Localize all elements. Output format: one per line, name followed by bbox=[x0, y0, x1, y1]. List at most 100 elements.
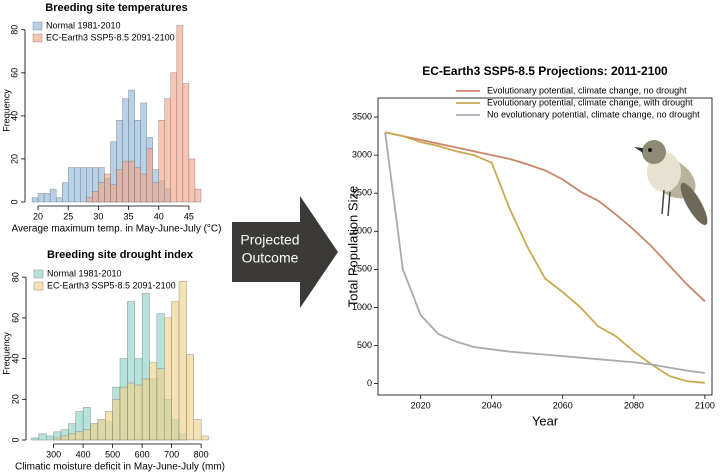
histogram-bar bbox=[146, 147, 153, 203]
series-line bbox=[384, 132, 706, 374]
histogram-bar bbox=[119, 386, 128, 441]
x-tick-label: 2080 bbox=[624, 400, 644, 410]
histogram-bar bbox=[49, 188, 57, 203]
y-tick-label: 2500 bbox=[352, 188, 372, 198]
histogram-bar bbox=[122, 160, 129, 203]
x-tick-label: 35 bbox=[124, 211, 134, 221]
x-tick-label: 30 bbox=[93, 211, 103, 221]
x-tick-label: 300 bbox=[46, 449, 61, 459]
histogram-bar bbox=[75, 431, 84, 441]
legend-label: EC-Earth3 SSP5-8.5 2091-2100 bbox=[46, 32, 175, 42]
x-tick-label: 800 bbox=[194, 449, 209, 459]
histogram-bar bbox=[46, 435, 54, 441]
histogram-bar bbox=[60, 435, 69, 441]
histogram-bar bbox=[38, 433, 47, 441]
histogram-bar bbox=[110, 184, 117, 203]
histogram-bar bbox=[170, 72, 178, 203]
x-axis-label: Year bbox=[532, 413, 559, 428]
histogram-bar bbox=[31, 197, 39, 203]
histogram-bar bbox=[97, 419, 106, 441]
y-axis-label: Total Population Size bbox=[345, 186, 360, 307]
x-tick-label: 20 bbox=[33, 211, 43, 221]
y-tick-label: 3500 bbox=[352, 111, 372, 121]
histogram-bar bbox=[86, 197, 93, 203]
legend-swatch bbox=[33, 281, 44, 291]
histogram-bar bbox=[186, 354, 194, 441]
histogram-bar bbox=[92, 191, 99, 203]
legend-label: Normal 1981-2010 bbox=[46, 20, 121, 30]
histogram-bar bbox=[82, 429, 91, 441]
histogram-bar bbox=[149, 362, 158, 441]
histogram-bar bbox=[164, 98, 172, 203]
histogram-bar bbox=[31, 437, 40, 441]
histogram-bar bbox=[164, 317, 172, 441]
x-tick-label: 2020 bbox=[411, 400, 431, 410]
histogram-bar bbox=[61, 182, 69, 203]
histogram-bar bbox=[74, 167, 81, 203]
y-tick-label: 0 bbox=[9, 199, 19, 204]
histogram-bar bbox=[178, 281, 187, 441]
histogram-bar bbox=[104, 173, 111, 203]
histogram-bar bbox=[182, 83, 190, 203]
x-tick-label: 400 bbox=[76, 449, 91, 459]
histogram-bar bbox=[194, 188, 202, 203]
y-tick-label: 80 bbox=[10, 272, 20, 282]
histogram-bar bbox=[55, 197, 63, 203]
histogram-bar bbox=[68, 433, 76, 441]
histogram-bar bbox=[152, 182, 159, 203]
histogram-bar bbox=[171, 301, 180, 441]
histogram-bar bbox=[112, 399, 121, 441]
histogram-bar bbox=[200, 435, 209, 441]
x-axis-label: Climatic moisture deficit in May-June-Ju… bbox=[15, 462, 225, 473]
x-tick-label: 600 bbox=[135, 449, 150, 459]
y-tick-label: 60 bbox=[9, 68, 19, 78]
histogram-bar bbox=[53, 437, 62, 441]
y-tick-label: 20 bbox=[9, 154, 19, 164]
y-tick-label: 40 bbox=[10, 354, 20, 364]
x-axis-label: Average maximum temp. in May-June-July (… bbox=[12, 224, 222, 235]
y-tick-label: 60 bbox=[10, 313, 20, 323]
legend-swatch bbox=[33, 269, 44, 279]
legend-swatch bbox=[32, 33, 43, 43]
legend-label: No evolutionary potential, climate chang… bbox=[487, 109, 700, 119]
histogram-bar bbox=[80, 167, 87, 203]
histogram-bar bbox=[43, 193, 51, 203]
y-tick-label: 20 bbox=[10, 394, 20, 404]
histogram-bar bbox=[134, 384, 143, 441]
histogram-bar bbox=[188, 158, 196, 203]
y-axis-label: Frequency bbox=[1, 332, 11, 375]
x-tick-label: 500 bbox=[105, 449, 120, 459]
x-tick-label: 40 bbox=[154, 211, 164, 221]
histogram-bar bbox=[128, 160, 135, 203]
histogram-bar bbox=[90, 423, 99, 441]
histogram-bar bbox=[37, 193, 45, 203]
histogram-bar bbox=[86, 167, 93, 203]
x-tick-label: 2100 bbox=[695, 400, 715, 410]
legend-label: Evolutionary potential, climate change, … bbox=[487, 97, 693, 107]
histogram-bar bbox=[127, 382, 135, 441]
x-tick-label: 2060 bbox=[553, 400, 573, 410]
chart-title: Breeding site drought index bbox=[47, 249, 194, 261]
y-tick-label: 500 bbox=[357, 340, 372, 350]
arrow bbox=[232, 196, 338, 308]
bird-illustration bbox=[634, 140, 708, 226]
histogram-bar bbox=[176, 25, 184, 203]
legend-swatch bbox=[32, 21, 43, 31]
y-tick-label: 3000 bbox=[352, 149, 372, 159]
histogram-bar bbox=[98, 182, 105, 203]
legend-label: EC-Earth3 SSP5-8.5 2091-2100 bbox=[47, 280, 176, 290]
legend-label: Normal 1981-2010 bbox=[47, 268, 122, 278]
histogram-bar bbox=[193, 419, 202, 441]
y-tick-label: 0 bbox=[367, 378, 372, 388]
y-tick-label: 1000 bbox=[352, 302, 372, 312]
plot-frame bbox=[377, 97, 713, 396]
histogram-bar bbox=[156, 368, 165, 441]
y-tick-label: 0 bbox=[10, 437, 20, 442]
arrow-text: Projected bbox=[240, 232, 299, 248]
y-tick-label: 2000 bbox=[352, 226, 372, 236]
x-tick-label: 25 bbox=[63, 211, 73, 221]
histogram-bar bbox=[158, 119, 165, 203]
x-tick-label: 700 bbox=[164, 449, 179, 459]
histogram-bar bbox=[105, 411, 113, 441]
